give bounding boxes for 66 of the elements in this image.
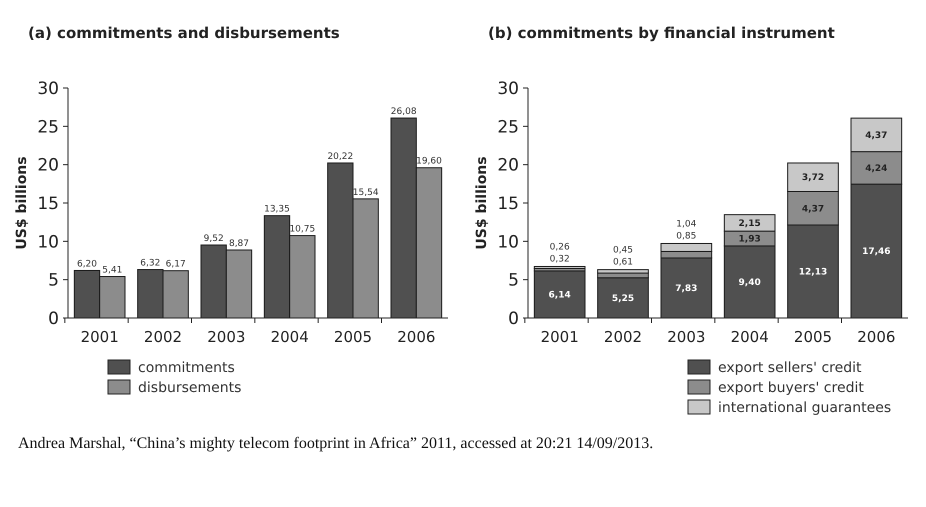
data-label: 12,13 <box>798 268 828 278</box>
y-tick-label: 0 <box>508 309 519 329</box>
x-tick-label: 2006 <box>857 328 896 346</box>
data-label: 6,14 <box>548 290 571 300</box>
data-label: 2,15 <box>738 218 761 229</box>
x-tick-label: 2002 <box>604 328 642 346</box>
x-tick-label: 2004 <box>730 328 769 346</box>
data-label: 4,37 <box>802 204 824 214</box>
data-label: 15,54 <box>352 188 379 198</box>
chart-title: (b) commitments by financial instrument <box>488 24 835 42</box>
legend-label: export sellers' credit <box>718 360 862 376</box>
legend-label: disbursements <box>138 380 242 396</box>
x-tick-label: 2001 <box>540 328 579 346</box>
y-axis-title: US$ billions <box>474 156 490 250</box>
chart-title: (a) commitments and disbursements <box>28 24 340 42</box>
y-tick-label: 10 <box>497 232 519 252</box>
y-tick-label: 20 <box>37 156 59 176</box>
data-label: 1,93 <box>738 234 761 245</box>
x-tick-label: 2005 <box>794 328 832 346</box>
y-tick-label: 15 <box>497 194 519 214</box>
data-label: 0,85 <box>676 231 696 242</box>
y-axis-title: US$ billions <box>14 156 30 250</box>
legend-label: international guarantees <box>718 400 892 416</box>
data-label: 10,75 <box>289 224 316 235</box>
data-label: 0,26 <box>550 242 570 252</box>
data-label: 26,08 <box>390 107 417 118</box>
data-label: 6,20 <box>76 259 98 270</box>
data-label: 8,87 <box>228 238 250 249</box>
y-tick-label: 25 <box>37 117 59 138</box>
text: Andrea Marshal, “China’s mighty telecom footprint in Africa” 2011, accessed at 20:21 14/09/2013. <box>18 435 654 452</box>
y-tick-label: 30 <box>37 79 59 99</box>
legend-label: export buyers' credit <box>718 380 864 396</box>
legend-label: commitments <box>138 360 235 376</box>
data-label: 19,60 <box>416 156 442 167</box>
data-label: 3,72 <box>802 173 824 184</box>
y-tick-label: 10 <box>37 232 59 252</box>
y-tick-label: 30 <box>497 79 519 99</box>
y-tick-label: 5 <box>508 270 519 291</box>
x-tick-label: 2001 <box>80 328 119 346</box>
data-label: 0,45 <box>612 246 634 256</box>
data-label: 20,22 <box>327 152 354 162</box>
data-label: 9,52 <box>204 234 224 244</box>
x-tick-label: 2005 <box>334 328 372 346</box>
y-tick-label: 20 <box>497 156 519 176</box>
y-tick-label: 15 <box>37 194 59 214</box>
x-tick-label: 2002 <box>144 328 182 346</box>
x-tick-label: 2003 <box>207 328 246 346</box>
data-label: 4,24 <box>865 164 888 174</box>
data-label: 4,37 <box>865 130 888 141</box>
data-label: 0,61 <box>612 258 634 268</box>
data-label: 9,40 <box>738 278 761 288</box>
x-tick-label: 2004 <box>270 328 309 346</box>
data-label: 17,46 <box>862 247 891 258</box>
x-tick-label: 2006 <box>397 328 436 346</box>
y-tick-label: 0 <box>48 309 59 329</box>
data-label: 5,25 <box>612 294 634 304</box>
data-label: 5,41 <box>102 266 122 276</box>
data-label: 13,35 <box>264 204 290 215</box>
data-label: 1,04 <box>676 219 697 230</box>
data-label: 7,83 <box>675 284 698 294</box>
data-label: 0,32 <box>550 254 570 264</box>
y-tick-label: 5 <box>48 270 59 291</box>
x-tick-label: 2003 <box>667 328 706 346</box>
y-tick-label: 25 <box>497 117 519 138</box>
data-label: 6,17 <box>166 260 186 270</box>
data-label: 6,32 <box>140 258 160 269</box>
